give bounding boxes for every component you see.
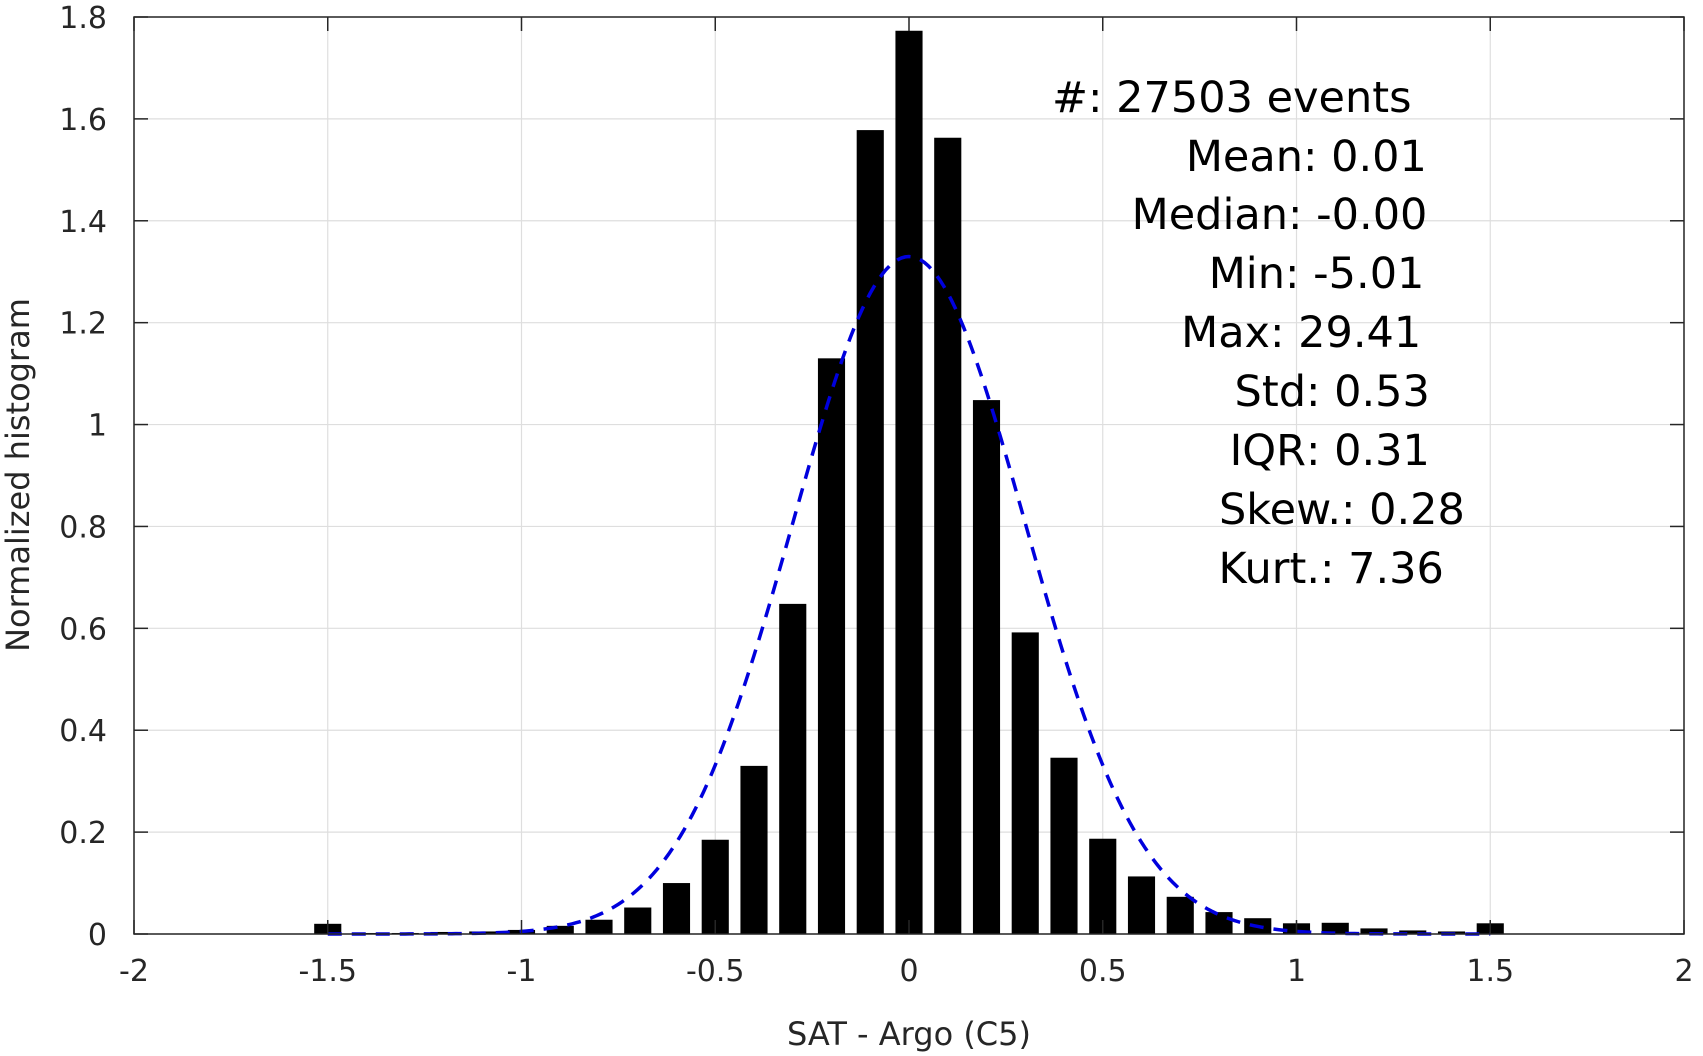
y-tick-label: 1.2 xyxy=(59,307,107,342)
histogram-bar xyxy=(1089,838,1117,934)
histogram-bar xyxy=(1127,876,1156,934)
histogram-bar xyxy=(546,925,574,934)
histogram-bar xyxy=(430,931,458,934)
stat-label: Median xyxy=(1132,190,1288,240)
y-axis-label: Normalized histogram xyxy=(0,298,37,652)
histogram-bar xyxy=(1360,928,1388,934)
histogram-bar xyxy=(972,400,1001,934)
x-tick-label: -1.5 xyxy=(298,954,357,989)
y-tick-label: 1.6 xyxy=(59,103,107,138)
histogram-bar xyxy=(1011,632,1039,934)
y-tick-label: 0.4 xyxy=(59,714,107,749)
x-tick-label: -1 xyxy=(507,954,537,989)
stat-label: Skew. xyxy=(1219,485,1341,535)
stat-value: : -5.01 xyxy=(1285,249,1424,299)
stat-label: IQR xyxy=(1230,426,1306,476)
y-tick-label: 1.4 xyxy=(59,205,107,240)
histogram-bar xyxy=(740,765,768,934)
histogram-bar xyxy=(856,130,884,934)
y-tick-labels: 0 0.2 0.4 0.6 0.8 1 1.2 1.4 1.6 1.8 xyxy=(59,1,107,953)
y-tick-label: 0.2 xyxy=(59,816,107,851)
axis-ticks xyxy=(133,16,1685,935)
stat-label: Mean xyxy=(1186,132,1303,182)
stat-label: Max xyxy=(1181,308,1270,358)
histogram-bar xyxy=(1166,896,1194,934)
histogram-bar xyxy=(1050,757,1078,934)
histogram-bar xyxy=(624,907,652,934)
x-tick-label: 1.5 xyxy=(1466,954,1514,989)
x-tick-label: 0.5 xyxy=(1079,954,1127,989)
y-tick-label: 1.8 xyxy=(59,1,107,36)
histogram-bar xyxy=(895,30,923,934)
x-tick-label: 2 xyxy=(1674,954,1693,989)
y-tick-label: 0.8 xyxy=(59,510,107,545)
y-tick-label: 0.6 xyxy=(59,612,107,647)
stat-value: : 0.31 xyxy=(1306,426,1430,476)
histogram-bar xyxy=(662,883,691,934)
y-tick-label: 0 xyxy=(88,918,107,953)
x-tick-label: 0 xyxy=(899,954,918,989)
stat-value: : 29.41 xyxy=(1270,308,1421,358)
x-tick-labels: -2 -1.5 -1 -0.5 0 0.5 1 1.5 2 xyxy=(119,954,1694,989)
x-axis-label: SAT - Argo (C5) xyxy=(787,1015,1031,1053)
stat-value: : 0.53 xyxy=(1306,367,1430,417)
histogram-bar xyxy=(779,603,807,934)
y-tick-label: 1 xyxy=(88,409,107,444)
x-tick-label: -0.5 xyxy=(686,954,745,989)
histogram-bar xyxy=(585,919,613,934)
stat-value: : 7.36 xyxy=(1320,544,1444,594)
stat-value: : 27503 events xyxy=(1088,73,1412,123)
histogram-bar xyxy=(1399,930,1427,934)
stat-label: Kurt. xyxy=(1218,544,1320,594)
stat-label: Std xyxy=(1235,367,1306,417)
stat-value: : 0.01 xyxy=(1303,132,1427,182)
histogram-bar xyxy=(934,137,962,934)
stat-value: : -0.00 xyxy=(1288,190,1427,240)
x-tick-label: -2 xyxy=(119,954,149,989)
histogram-bar xyxy=(701,839,729,934)
stats-annotation: # : 27503 events Mean : 0.01 Median : -0.0… xyxy=(1052,73,1465,594)
stat-label: Min xyxy=(1209,249,1285,299)
histogram-bar xyxy=(1205,912,1233,934)
stat-value: : 0.28 xyxy=(1341,485,1465,535)
x-tick-label: 1 xyxy=(1287,954,1306,989)
stat-label: # xyxy=(1052,73,1088,123)
histogram-bar xyxy=(817,358,846,935)
histogram-bar xyxy=(1321,922,1349,934)
